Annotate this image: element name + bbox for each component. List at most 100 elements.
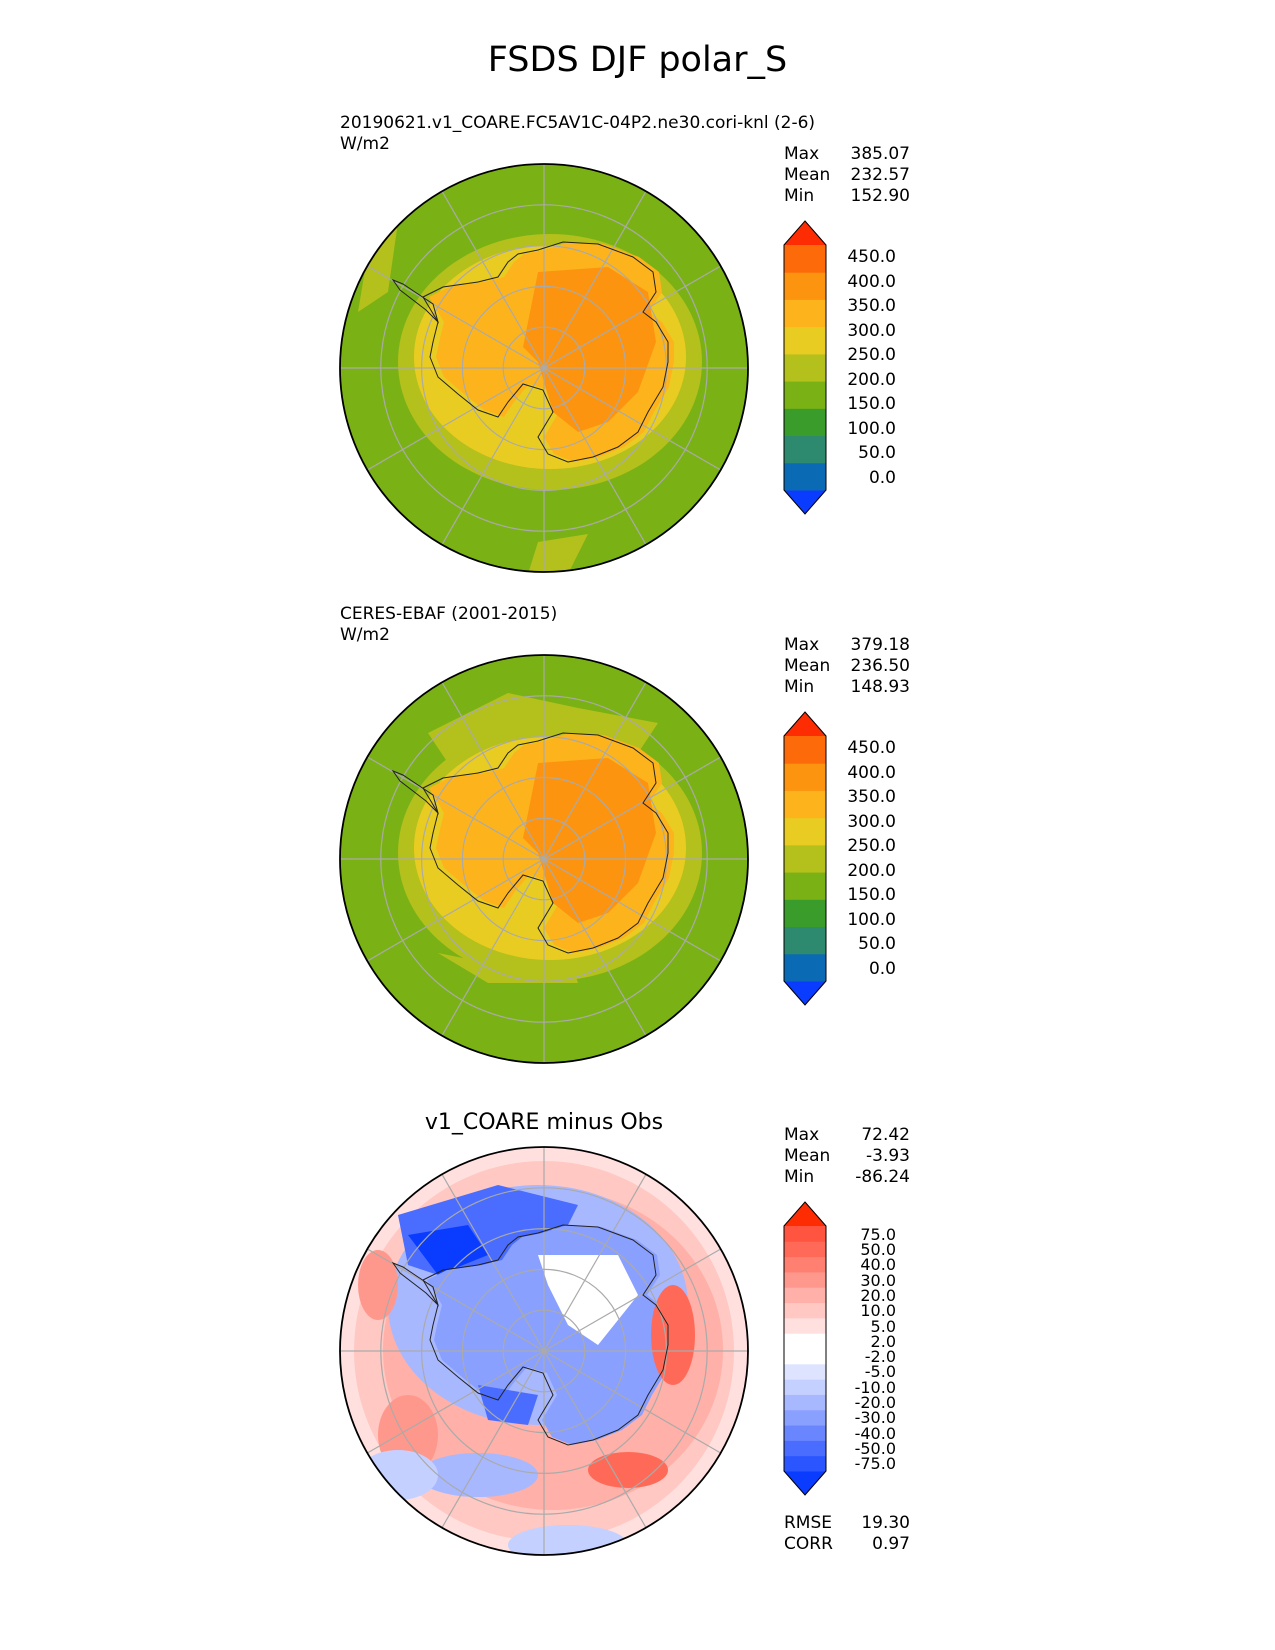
colorbar-extend-min <box>784 490 826 514</box>
panel2-polar-map <box>339 654 749 1064</box>
colorbar-tick-label: 2.0 <box>870 1331 896 1351</box>
rmse-value: 19.30 <box>861 1513 910 1533</box>
field-layer <box>340 164 748 572</box>
colorbar-tick-label: -75.0 <box>854 1454 896 1474</box>
neutral-region <box>538 1255 638 1345</box>
min-value: -86.24 <box>855 1167 910 1187</box>
colorbar-outline <box>783 220 827 515</box>
colorbar-outline <box>783 1201 827 1496</box>
panel2-units: W/m2 <box>340 625 390 645</box>
colorbar-tick-label: 150.0 <box>847 885 896 906</box>
colorbar-tick-label: 200.0 <box>847 369 896 390</box>
colorbar-tick-label: 400.0 <box>847 762 896 783</box>
colorbar-segment <box>784 435 826 464</box>
colorbar-segment <box>784 817 826 846</box>
peninsula-coastline <box>391 1261 439 1307</box>
max-value: 379.18 <box>850 635 910 655</box>
field-patch <box>358 222 398 312</box>
panel1-stats: Max 385.07 Mean 232.57 Min 152.90 <box>784 144 910 207</box>
colorbar-segment <box>784 1348 826 1365</box>
colorbar-segment <box>784 1394 826 1411</box>
colorbar-tick-label: 20.0 <box>860 1285 896 1305</box>
map-boundary <box>339 654 749 1064</box>
colorbar-tick-label: 200.0 <box>847 860 896 881</box>
colorbar-tick-label: -30.0 <box>854 1408 896 1428</box>
meridian-line <box>367 265 721 471</box>
antarctica-coastline <box>422 241 669 463</box>
mean-value: 232.57 <box>850 165 910 185</box>
colorbar-segment <box>784 462 826 491</box>
colorbar-segment <box>784 381 826 409</box>
colorbar-segment <box>784 1440 826 1457</box>
map-boundary <box>339 1146 749 1556</box>
antarctica-coastline <box>422 732 669 954</box>
colorbar-segment <box>784 1409 826 1426</box>
panel2-title: CERES-EBAF (2001-2015) W/m2 <box>340 604 557 646</box>
panel3-difference-map <box>339 1146 749 1556</box>
min-value: 152.90 <box>850 186 910 206</box>
panel3-title: v1_COARE minus Obs <box>424 1110 664 1135</box>
colorbar-segment <box>784 872 826 900</box>
panel1-units: W/m2 <box>340 134 390 154</box>
colorbar-tick-label: 250.0 <box>847 345 896 366</box>
colorbar-tick-label: 50.0 <box>858 443 896 464</box>
peninsula-coastline <box>391 769 439 815</box>
min-label: Min <box>784 1167 815 1187</box>
colorbar-tick-label: -10.0 <box>854 1377 896 1397</box>
mean-label: Mean <box>784 1146 831 1166</box>
rmse-label: RMSE <box>784 1513 833 1533</box>
colorbar-segment <box>784 1333 826 1349</box>
colorbar-segment <box>784 1425 826 1441</box>
colorbar-segment <box>784 1455 826 1472</box>
colorbar-segment <box>784 1363 826 1380</box>
colorbar-tick-label: 450.0 <box>847 738 896 759</box>
peninsula-coastline <box>391 278 439 324</box>
colorbar-tick-label: 50.0 <box>860 1239 896 1259</box>
map-boundary <box>339 163 749 573</box>
colorbar-segment <box>784 1287 826 1304</box>
mean-label: Mean <box>784 165 831 185</box>
negative-region <box>508 1525 628 1555</box>
colorbar-extend-max <box>784 221 826 245</box>
colorbar-extend-min <box>784 1471 826 1495</box>
colorbar-tick-label: 350.0 <box>847 787 896 808</box>
colorbar-tick-label: -5.0 <box>864 1362 896 1382</box>
colorbar-segment <box>784 763 826 791</box>
colorbar-tick-label: 75.0 <box>860 1224 896 1244</box>
colorbar-segment <box>784 245 826 273</box>
panel1-polar-map <box>339 163 749 573</box>
meridian-line <box>367 1248 721 1454</box>
panel2-stats: Max 379.18 Mean 236.50 Min 148.93 <box>784 635 910 698</box>
antarctica-coastline <box>422 1224 669 1446</box>
min-label: Min <box>784 186 815 206</box>
colorbar-tick-label: 30.0 <box>860 1270 896 1290</box>
colorbar-segment <box>784 790 826 819</box>
colorbar-tick-label: 0.0 <box>868 467 896 488</box>
colorbar-tick-label: 50.0 <box>858 934 896 955</box>
graticule <box>340 1147 748 1555</box>
colorbar-tick-label: 100.0 <box>847 909 896 930</box>
colorbar-segment <box>784 1302 826 1319</box>
min-label: Min <box>784 677 815 697</box>
positive-hotspot <box>651 1285 695 1385</box>
colorbar-segment <box>784 1226 826 1242</box>
max-label: Max <box>784 144 820 164</box>
field-layer <box>340 655 748 1063</box>
colorbar-segment <box>784 326 826 355</box>
colorbar-tick-label: -2.0 <box>864 1347 896 1367</box>
mean-value: 236.50 <box>850 656 910 676</box>
max-label: Max <box>784 635 820 655</box>
panel2-colorbar <box>783 711 827 1006</box>
colorbar-tick-label: 5.0 <box>870 1316 896 1336</box>
colorbar-tick-label: 10.0 <box>860 1301 896 1321</box>
max-label: Max <box>784 1125 820 1145</box>
panel1-title: 20190621.v1_COARE.FC5AV1C-04P2.ne30.cori… <box>340 113 815 155</box>
colorbar-segment <box>784 736 826 764</box>
main-title: FSDS DJF polar_S <box>487 40 788 80</box>
field-patch <box>528 534 588 572</box>
negative-region <box>408 1225 488 1275</box>
colorbar-segment <box>784 953 826 982</box>
min-value: 148.93 <box>850 677 910 697</box>
colorbar-segment <box>784 272 826 300</box>
colorbar-tick-label: 100.0 <box>847 418 896 439</box>
